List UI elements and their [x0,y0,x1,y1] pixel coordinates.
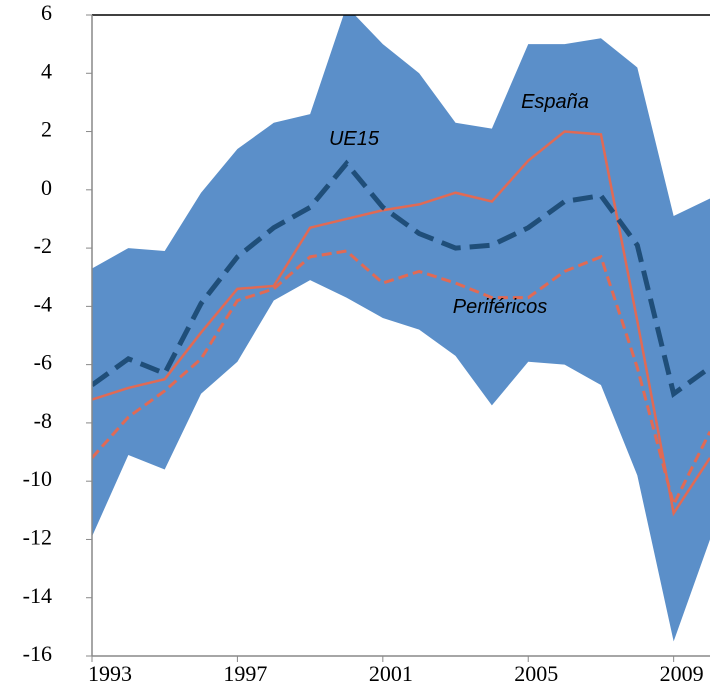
series-line [92,159,710,398]
y-tick-label: 2 [41,117,52,142]
x-tick-label: 1997 [223,661,267,686]
y-tick-label: -8 [34,408,52,433]
y-tick-label: -2 [34,233,52,258]
y-tick-label: 4 [41,58,52,83]
plot-area [92,15,710,642]
y-tick-label: 6 [41,0,52,25]
x-tick-label: 2009 [660,661,704,686]
x-tick-label: 1993 [88,661,132,686]
y-tick-label: -12 [23,525,52,550]
y-tick-label: -14 [23,583,52,608]
series-label: Periféricos [453,296,547,318]
series-line [92,130,710,517]
series-label: UE15 [329,128,380,150]
y-tick-label: 0 [41,175,52,200]
x-tick-label: 2001 [369,661,413,686]
series-line [92,249,710,509]
y-tick-label: -16 [23,641,52,666]
x-tick-label: 2005 [514,661,558,686]
y-tick-label: -6 [34,350,52,375]
y-tick-label: -10 [23,466,52,491]
y-tick-label: -4 [34,291,52,316]
series-label: España [521,91,589,113]
range-band [92,15,710,642]
